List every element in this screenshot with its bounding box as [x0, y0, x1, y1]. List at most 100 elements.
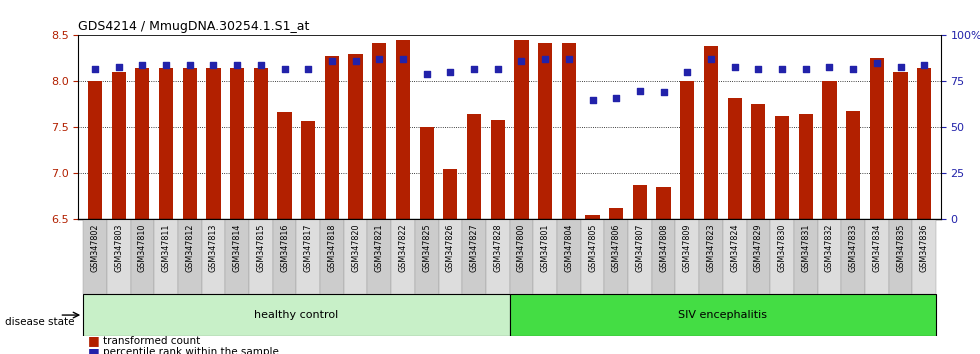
Bar: [225, 219, 249, 294]
Text: GSM347826: GSM347826: [446, 223, 455, 272]
Text: GSM347833: GSM347833: [849, 223, 858, 272]
Point: [632, 88, 648, 93]
Bar: [770, 219, 794, 294]
Bar: [538, 43, 553, 219]
Point: [561, 57, 576, 62]
Bar: [230, 68, 244, 219]
Bar: [510, 294, 936, 336]
Text: GSM347825: GSM347825: [422, 223, 431, 272]
Bar: [130, 219, 154, 294]
Text: ■: ■: [88, 334, 100, 347]
Bar: [391, 219, 415, 294]
Text: transformed count: transformed count: [103, 336, 200, 346]
Text: percentile rank within the sample: percentile rank within the sample: [103, 347, 278, 354]
Text: GSM347802: GSM347802: [90, 223, 100, 272]
Text: disease state: disease state: [5, 317, 74, 327]
Bar: [178, 219, 202, 294]
Point: [158, 62, 173, 68]
Point: [182, 62, 198, 68]
Text: ■: ■: [88, 346, 100, 354]
Text: SIV encephalitis: SIV encephalitis: [678, 310, 767, 320]
Bar: [396, 40, 410, 219]
Point: [466, 66, 482, 72]
Point: [703, 57, 718, 62]
Text: GSM347806: GSM347806: [612, 223, 620, 272]
Text: GSM347823: GSM347823: [707, 223, 715, 272]
Text: GSM347831: GSM347831: [802, 223, 810, 272]
Bar: [207, 68, 220, 219]
Point: [727, 64, 743, 69]
Text: GSM347815: GSM347815: [257, 223, 266, 272]
Point: [585, 97, 601, 103]
Text: GSM347816: GSM347816: [280, 223, 289, 272]
Bar: [841, 219, 865, 294]
Point: [253, 62, 269, 68]
Point: [301, 66, 317, 72]
Text: healthy control: healthy control: [254, 310, 338, 320]
Bar: [799, 114, 812, 219]
Point: [821, 64, 837, 69]
Point: [869, 60, 885, 66]
Point: [371, 57, 387, 62]
Text: GSM347809: GSM347809: [683, 223, 692, 272]
Bar: [301, 121, 316, 219]
Bar: [249, 219, 272, 294]
Text: GSM347810: GSM347810: [138, 223, 147, 272]
Bar: [610, 209, 623, 219]
Text: GSM347820: GSM347820: [351, 223, 360, 272]
Bar: [368, 219, 391, 294]
Bar: [438, 219, 463, 294]
Point: [348, 58, 364, 64]
Bar: [83, 294, 510, 336]
Bar: [912, 219, 936, 294]
Bar: [633, 184, 647, 219]
Point: [276, 66, 292, 72]
Bar: [889, 219, 912, 294]
Text: GSM347836: GSM347836: [919, 223, 929, 272]
Bar: [652, 219, 675, 294]
Bar: [704, 46, 718, 219]
Bar: [83, 219, 107, 294]
Point: [395, 57, 411, 62]
Point: [609, 95, 624, 101]
Bar: [463, 219, 486, 294]
Bar: [112, 72, 125, 219]
Text: GSM347801: GSM347801: [541, 223, 550, 272]
Point: [87, 66, 103, 72]
Bar: [510, 219, 533, 294]
Bar: [202, 219, 225, 294]
Bar: [752, 103, 765, 219]
Bar: [419, 127, 434, 219]
Bar: [657, 187, 670, 219]
Text: GSM347803: GSM347803: [115, 223, 123, 272]
Bar: [562, 43, 576, 219]
Bar: [466, 114, 481, 219]
Text: GSM347807: GSM347807: [635, 223, 645, 272]
Point: [206, 62, 221, 68]
Text: GSM347828: GSM347828: [493, 223, 503, 272]
Bar: [723, 219, 747, 294]
Text: GSM347830: GSM347830: [777, 223, 787, 272]
Bar: [254, 68, 268, 219]
Bar: [154, 219, 178, 294]
Point: [229, 62, 245, 68]
Bar: [699, 219, 723, 294]
Bar: [514, 40, 528, 219]
Text: GSM347832: GSM347832: [825, 223, 834, 272]
Bar: [320, 219, 344, 294]
Bar: [272, 219, 296, 294]
Bar: [747, 219, 770, 294]
Point: [916, 62, 932, 68]
Text: GSM347835: GSM347835: [896, 223, 905, 272]
Bar: [869, 58, 884, 219]
Bar: [533, 219, 557, 294]
Point: [443, 69, 459, 75]
Bar: [159, 68, 173, 219]
Point: [514, 58, 529, 64]
Bar: [775, 116, 789, 219]
Text: GSM347804: GSM347804: [564, 223, 573, 272]
Text: GSM347800: GSM347800: [516, 223, 526, 272]
Point: [418, 71, 434, 77]
Text: GSM347824: GSM347824: [730, 223, 739, 272]
Text: GSM347834: GSM347834: [872, 223, 881, 272]
